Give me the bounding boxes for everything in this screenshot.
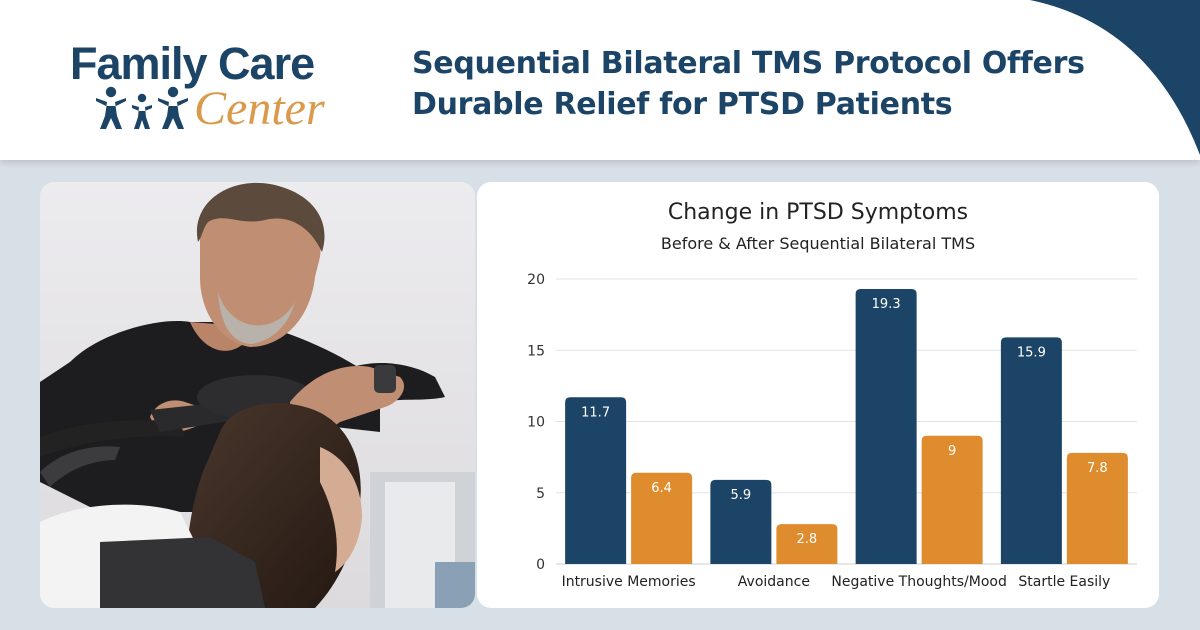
bar bbox=[710, 479, 772, 564]
bar-data-label: 2.8 bbox=[797, 532, 818, 547]
bar-data-label: 5.9 bbox=[731, 488, 752, 503]
clinician-photo bbox=[40, 182, 475, 608]
bar bbox=[631, 472, 693, 564]
bar bbox=[1066, 452, 1128, 564]
y-tick-label: 15 bbox=[527, 343, 545, 359]
bar bbox=[1000, 337, 1062, 564]
family-people-icon bbox=[96, 86, 188, 129]
bar bbox=[921, 435, 983, 564]
bar-data-label: 15.9 bbox=[1017, 345, 1046, 360]
x-category-label: Startle Easily bbox=[1018, 574, 1110, 590]
page-headline: Sequential Bilateral TMS Protocol Offers… bbox=[412, 43, 1112, 125]
x-category-label: Intrusive Memories bbox=[562, 574, 696, 590]
x-category-label: Negative Thoughts/Mood bbox=[831, 574, 1007, 590]
bar-data-label: 11.7 bbox=[581, 405, 610, 420]
headline-line-1: Sequential Bilateral TMS Protocol Offers bbox=[412, 46, 1085, 81]
bar bbox=[776, 524, 838, 564]
chart-card: Change in PTSD Symptoms Before & After S… bbox=[477, 182, 1159, 608]
y-tick-label: 20 bbox=[527, 272, 545, 288]
y-tick-label: 10 bbox=[527, 415, 545, 431]
chart-title: Change in PTSD Symptoms bbox=[667, 200, 969, 225]
clinician-applying-tms-coil-photo bbox=[40, 182, 475, 608]
bar-data-label: 19.3 bbox=[872, 297, 901, 312]
y-tick-label: 5 bbox=[536, 486, 545, 502]
logo-text-center: Center bbox=[194, 82, 325, 135]
logo-text-family-care: Family Care bbox=[70, 38, 315, 89]
bar bbox=[855, 288, 917, 564]
bar-data-label: 9 bbox=[948, 444, 956, 459]
decorative-arc bbox=[1030, 0, 1200, 155]
bar-data-label: 6.4 bbox=[651, 481, 672, 496]
x-category-label: Avoidance bbox=[738, 574, 810, 590]
header: Family Care Center Sequential Bilateral … bbox=[0, 0, 1200, 160]
chart-subtitle: Before & After Sequential Bilateral TMS bbox=[660, 234, 976, 253]
bar-data-label: 7.8 bbox=[1087, 461, 1108, 476]
family-care-center-logo[interactable]: Family Care Center bbox=[70, 38, 340, 138]
bar bbox=[565, 397, 627, 564]
bar-chart: 0 5 10 15 20 11.7 6.4 Intrusive Memories 5.9 2.8 A… bbox=[527, 272, 1137, 590]
y-tick-label: 0 bbox=[536, 557, 545, 573]
headline-line-2: Durable Relief for PTSD Patients bbox=[412, 87, 953, 122]
